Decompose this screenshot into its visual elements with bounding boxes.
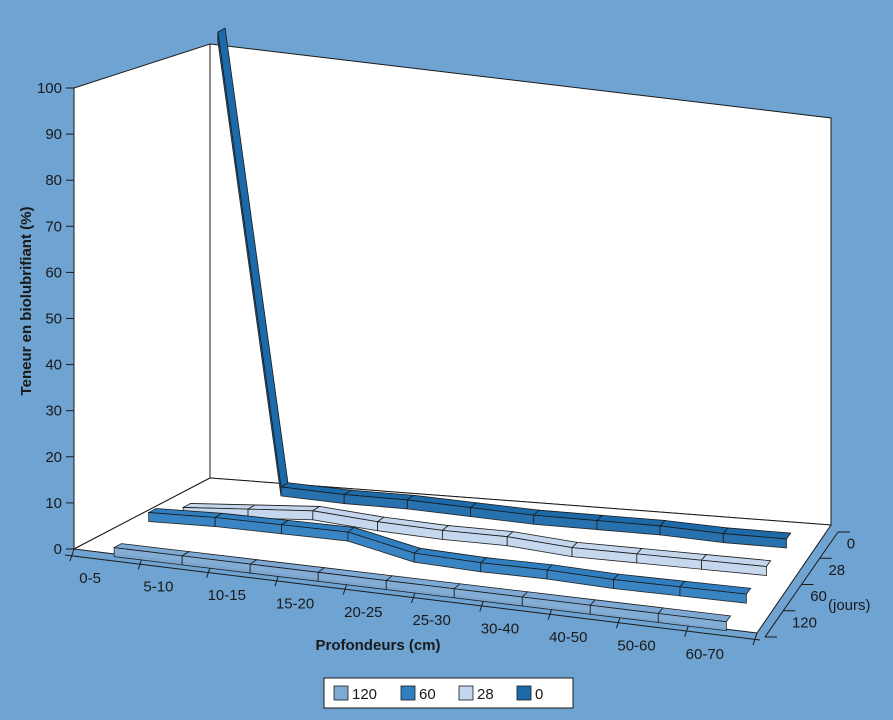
y-axis-title: Teneur en biolubrifiant (%) [18, 207, 35, 396]
x-tick-label: 60-70 [686, 646, 724, 663]
x-tick-label: 25-30 [412, 612, 450, 629]
x-tick-mark [752, 632, 758, 646]
x-tick-label: 30-40 [481, 621, 519, 638]
x-tick-label: 40-50 [549, 629, 587, 646]
y-tick-label: 0 [54, 541, 62, 558]
y-tick-label: 40 [45, 357, 62, 374]
x-axis-line [64, 554, 761, 641]
series-ribbon-28 [181, 503, 772, 576]
legend-swatch-0 [516, 685, 532, 701]
legend-box [323, 677, 574, 709]
y-tick-label: 60 [45, 264, 62, 281]
x-tick-label: 10-15 [208, 587, 246, 604]
left-wall [73, 43, 211, 550]
z-tick-label: 60 [810, 588, 827, 605]
chart-walls [72, 43, 832, 634]
x-tick-label: 5-10 [143, 579, 173, 596]
x-tick-label: 0-5 [79, 570, 101, 587]
legend-swatch-60 [400, 685, 416, 701]
y-tick-label: 70 [45, 218, 62, 235]
y-tick-label: 30 [45, 403, 62, 420]
legend-label-60: 60 [419, 686, 436, 703]
x-tick-mark [69, 548, 75, 562]
x-tick-label: 20-25 [344, 604, 382, 621]
y-tick-label: 50 [45, 311, 62, 328]
legend-label-0: 0 [535, 686, 543, 703]
ribbon-edge [679, 586, 747, 604]
legend-label-120: 120 [352, 686, 377, 703]
legend-swatch-28 [458, 685, 474, 701]
y-tick-label: 20 [45, 449, 62, 466]
x-tick-mark [684, 624, 690, 637]
legend: 120 60 28 0 [323, 677, 574, 709]
z-tick-label: 0 [847, 536, 855, 553]
legend-label-28: 28 [477, 686, 494, 703]
x-tick-label: 15-20 [276, 595, 314, 612]
y-tick-label: 90 [45, 126, 62, 143]
y-tick-label: 100 [37, 80, 62, 97]
series-ribbon-0 [217, 27, 792, 549]
series-ribbon-120 [112, 543, 732, 632]
x-axis-title: Profondeurs (cm) [315, 637, 440, 654]
legend-swatch-120 [333, 685, 349, 701]
back-wall [209, 43, 832, 526]
chart-ribbons [112, 27, 792, 632]
y-tick-label: 80 [45, 172, 62, 189]
x-tick-label: 50-60 [617, 637, 655, 654]
z-axis-title: (jours) [828, 597, 871, 614]
chart-axes: 0 10 20 30 40 50 60 70 80 90 100 0-5 5-10 10-15 15-20 2… [37, 80, 855, 663]
ribbon-edge [657, 613, 727, 632]
ribbon-edge [722, 533, 787, 549]
z-tick-label: 28 [828, 562, 845, 579]
y-tick-label: 10 [45, 495, 62, 512]
series-ribbon-60 [147, 508, 752, 604]
ribbon-edge [701, 559, 767, 576]
z-tick-label: 120 [792, 614, 817, 631]
